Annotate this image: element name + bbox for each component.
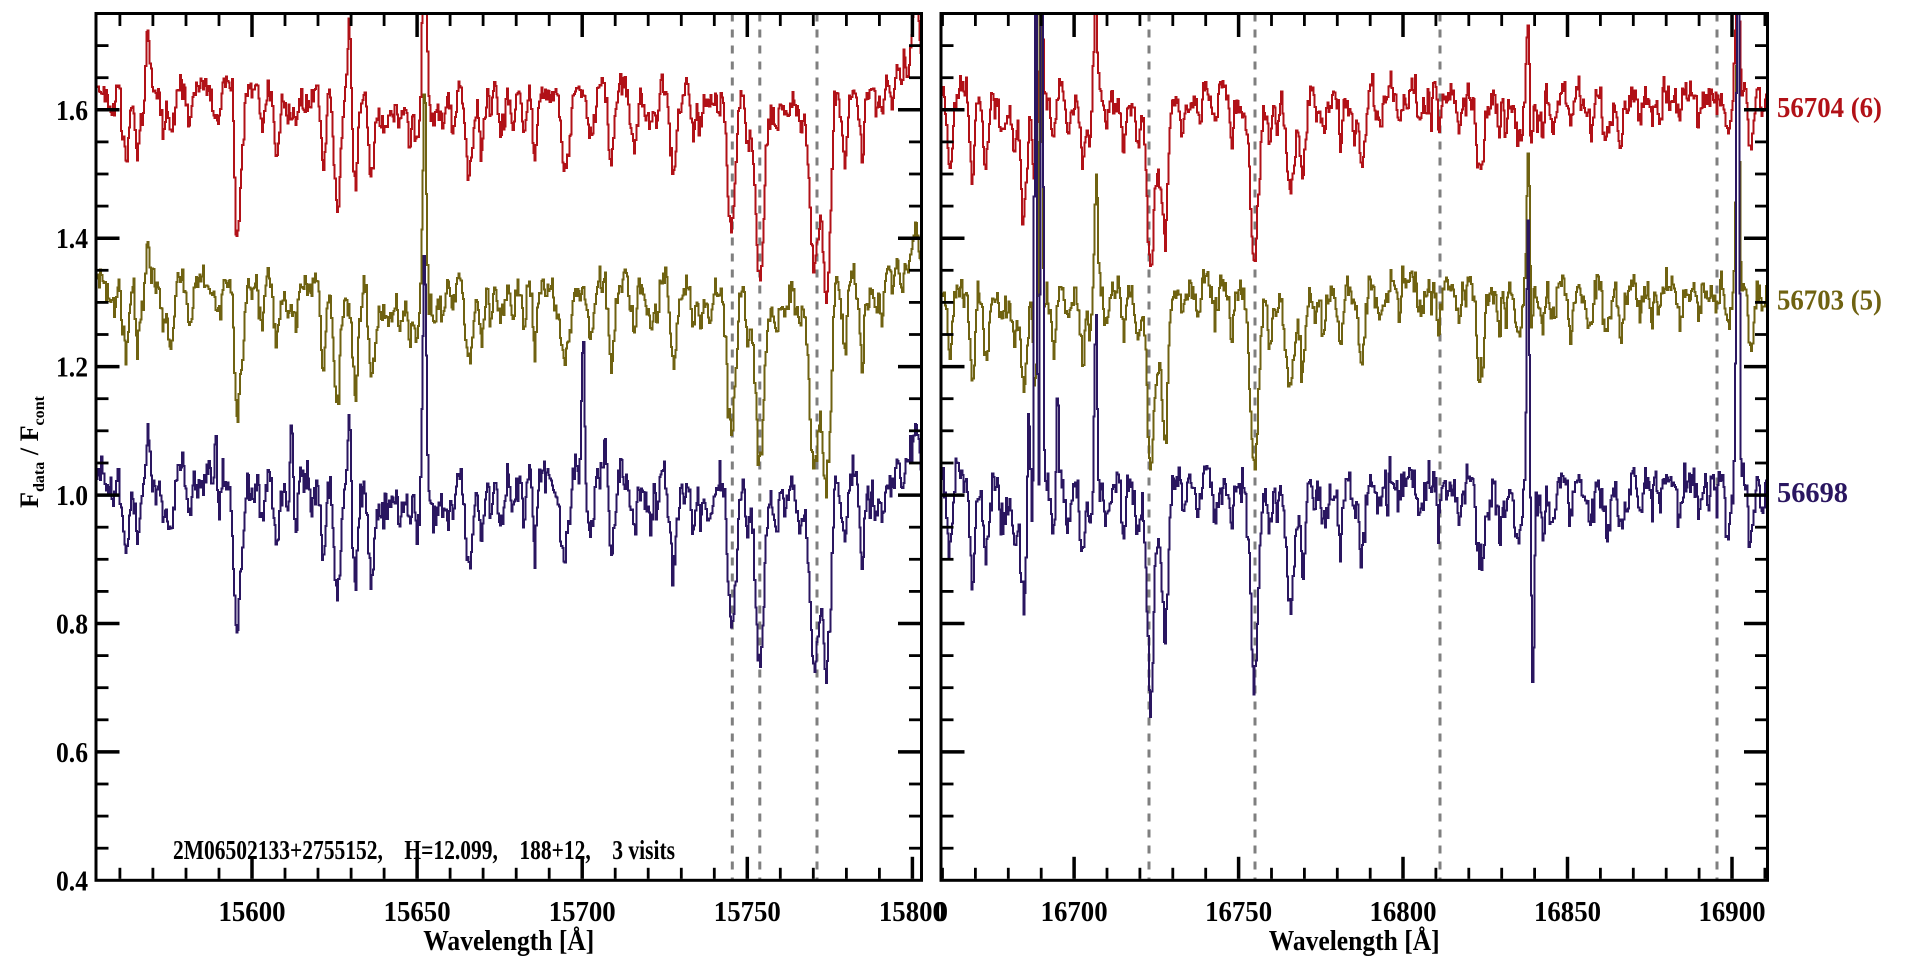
svg-text:Wavelength [Å]: Wavelength [Å] (1269, 926, 1440, 957)
svg-text:15800: 15800 (879, 897, 946, 928)
svg-text:56703 (5): 56703 (5) (1777, 284, 1882, 316)
svg-text:Wavelength [Å]: Wavelength [Å] (423, 926, 594, 957)
svg-text:15650: 15650 (384, 897, 451, 928)
svg-text:1.2: 1.2 (56, 353, 88, 384)
svg-text:16800: 16800 (1370, 897, 1437, 928)
svg-text:0.6: 0.6 (56, 738, 88, 769)
svg-text:15750: 15750 (714, 897, 781, 928)
svg-text:16700: 16700 (1041, 897, 1108, 928)
svg-text:15700: 15700 (549, 897, 616, 928)
svg-text:56698: 56698 (1777, 477, 1848, 509)
svg-text:16900: 16900 (1699, 897, 1766, 928)
svg-text:2M06502133+2755152, H=12.099,: 2M06502133+2755152, H=12.099, 188+12, 3 … (173, 835, 675, 865)
svg-text:0.8: 0.8 (56, 610, 88, 641)
svg-text:16750: 16750 (1205, 897, 1272, 928)
svg-text:15600: 15600 (219, 897, 286, 928)
svg-text:1.6: 1.6 (56, 96, 88, 127)
svg-text:0.4: 0.4 (56, 866, 88, 897)
svg-text:56704 (6): 56704 (6) (1777, 92, 1882, 124)
svg-text:1.0: 1.0 (56, 481, 88, 512)
svg-text:16850: 16850 (1534, 897, 1601, 928)
svg-text:1.4: 1.4 (56, 224, 88, 255)
svg-text:0: 0 (934, 897, 948, 928)
